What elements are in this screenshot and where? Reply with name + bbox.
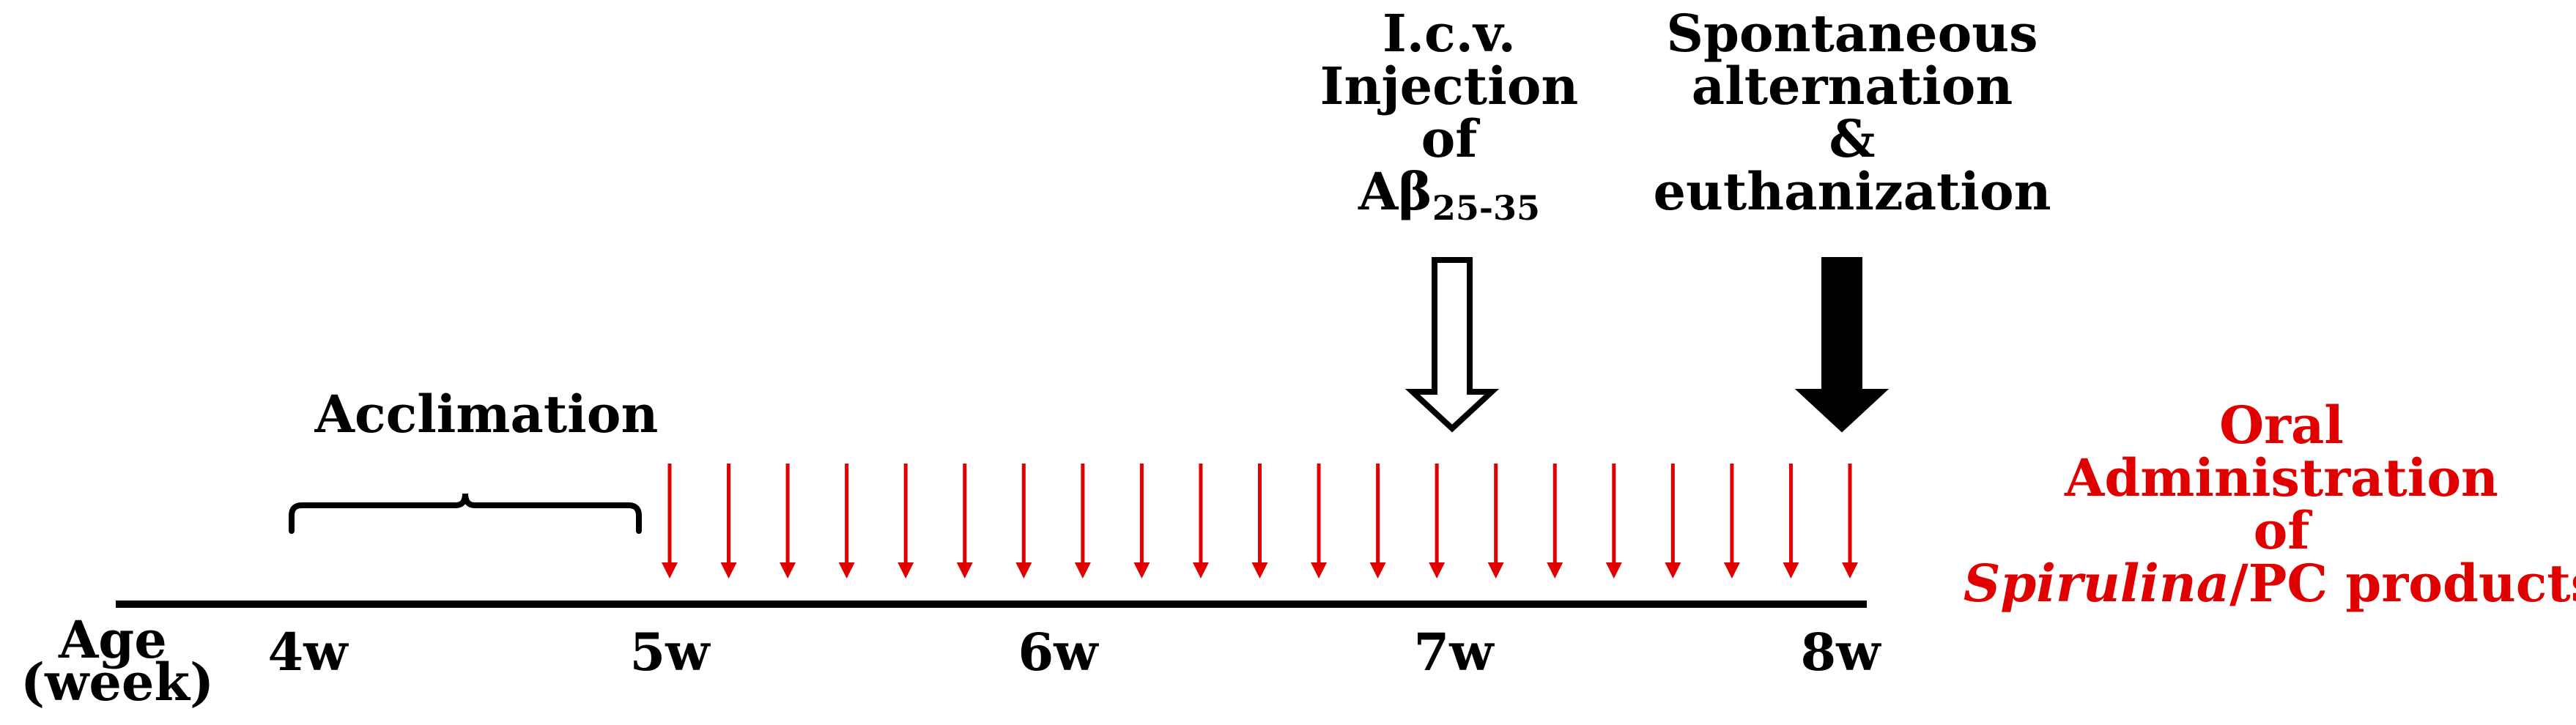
dose-arrow-head bbox=[1429, 562, 1446, 579]
treatment-label: Oral Administration of Spirulina/PC prod… bbox=[1964, 399, 2576, 610]
abeta-subscript: 25-35 bbox=[1432, 188, 1540, 228]
dose-arrow-head bbox=[1723, 562, 1740, 579]
dose-arrow bbox=[1842, 464, 1858, 579]
dose-arrow bbox=[780, 464, 796, 579]
tick-label-4w: 4w bbox=[267, 622, 348, 683]
dose-arrow bbox=[720, 464, 737, 579]
tick-label-8w: 8w bbox=[1800, 622, 1881, 683]
pc-products-text: /PC products bbox=[2229, 553, 2576, 614]
dose-arrow-head bbox=[1251, 562, 1268, 579]
dose-arrow-head bbox=[1192, 562, 1209, 579]
injection-label-line4: Aβ25-35 bbox=[1320, 166, 1579, 234]
endpoint-label: Spontaneous alternation & euthanization bbox=[1653, 7, 2051, 218]
dose-arrow bbox=[1723, 464, 1740, 579]
axis-label-age: Age bbox=[59, 609, 167, 670]
endpoint-arrow bbox=[1794, 257, 1890, 433]
dose-arrow-head bbox=[1015, 562, 1032, 579]
spirulina-text: Spirulina bbox=[1963, 553, 2230, 614]
dose-arrow-head bbox=[1547, 562, 1563, 579]
dose-arrow bbox=[1429, 464, 1446, 579]
daily-dose-arrows bbox=[662, 464, 1858, 579]
dose-arrow bbox=[1074, 464, 1091, 579]
injection-label-line1: I.c.v. bbox=[1382, 3, 1517, 64]
acclimation-brace bbox=[289, 493, 642, 534]
dose-arrow-head bbox=[780, 562, 796, 579]
dose-arrow bbox=[1133, 464, 1150, 579]
dose-arrow-head bbox=[1605, 562, 1622, 579]
dose-arrow bbox=[1311, 464, 1328, 579]
dose-arrow-head bbox=[1487, 562, 1504, 579]
dose-arrow bbox=[662, 464, 678, 579]
treatment-label-line4: Spirulina/PC products bbox=[1964, 557, 2576, 610]
treatment-label-line3: of bbox=[2253, 500, 2310, 561]
acclimation-label: Acclimation bbox=[314, 384, 659, 445]
dose-arrow-head bbox=[956, 562, 973, 579]
tick-label-6w: 6w bbox=[1018, 622, 1098, 683]
tick-label-5w: 5w bbox=[629, 622, 710, 683]
dose-arrow-head bbox=[1133, 562, 1150, 579]
dose-arrow bbox=[1665, 464, 1681, 579]
dose-arrow bbox=[897, 464, 914, 579]
dose-arrow-head bbox=[838, 562, 855, 579]
dose-arrow bbox=[1783, 464, 1799, 579]
axis-label-week: (week) bbox=[21, 652, 215, 713]
dose-arrow bbox=[956, 464, 973, 579]
injection-arrow bbox=[1404, 257, 1500, 433]
dose-arrow bbox=[1369, 464, 1386, 579]
dose-arrow bbox=[1015, 464, 1032, 579]
treatment-label-line1: Oral bbox=[2219, 395, 2344, 456]
dose-arrow-head bbox=[1311, 562, 1328, 579]
dose-arrow-head bbox=[1783, 562, 1799, 579]
dose-arrow bbox=[1192, 464, 1209, 579]
dose-arrow-head bbox=[1074, 562, 1091, 579]
dose-arrow bbox=[838, 464, 855, 579]
dose-arrow-head bbox=[720, 562, 737, 579]
treatment-label-line2: Administration bbox=[2065, 447, 2498, 508]
injection-label-line3: of bbox=[1421, 108, 1478, 169]
tick-label-7w: 7w bbox=[1413, 622, 1494, 683]
dose-arrow-head bbox=[897, 562, 914, 579]
dose-arrow-head bbox=[1369, 562, 1386, 579]
injection-label: I.c.v. Injection of Aβ25-35 bbox=[1320, 7, 1579, 234]
dose-arrow bbox=[1547, 464, 1563, 579]
endpoint-label-line2: alternation bbox=[1691, 56, 2013, 116]
endpoint-label-line4: euthanization bbox=[1653, 161, 2051, 222]
dose-arrow-head bbox=[1842, 562, 1858, 579]
dose-arrow bbox=[1605, 464, 1622, 579]
dose-arrow bbox=[1251, 464, 1268, 579]
dose-arrow-head bbox=[662, 562, 678, 579]
dose-arrow-head bbox=[1665, 562, 1681, 579]
abeta-symbol: Aβ bbox=[1358, 161, 1432, 222]
injection-label-line2: Injection bbox=[1320, 56, 1579, 116]
endpoint-label-line3: & bbox=[1829, 108, 1876, 169]
dose-arrow bbox=[1487, 464, 1504, 579]
endpoint-label-line1: Spontaneous bbox=[1666, 3, 2038, 64]
